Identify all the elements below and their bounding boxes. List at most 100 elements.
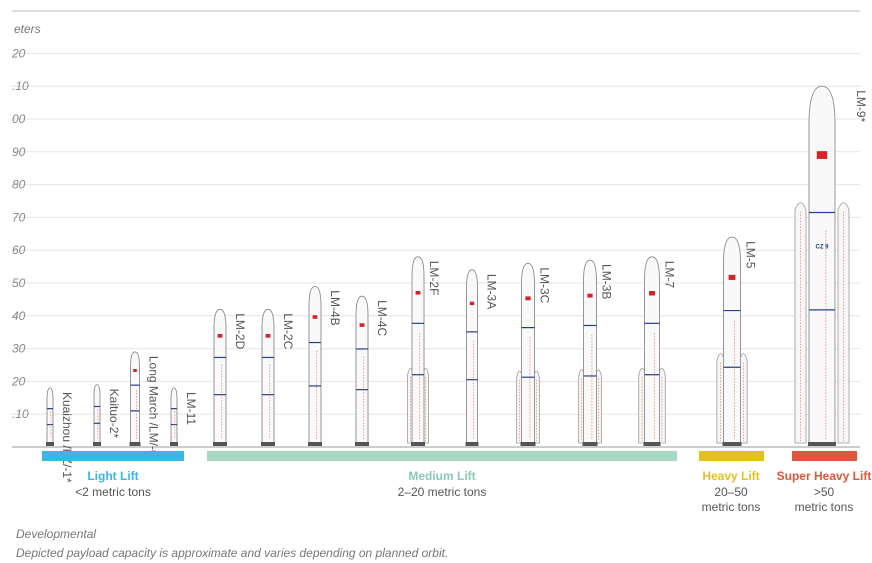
flag-marker bbox=[525, 296, 531, 301]
y-tick-label: 30 bbox=[12, 342, 26, 356]
rocket-body bbox=[723, 236, 741, 445]
rocket-label: LM-4B bbox=[328, 290, 342, 325]
rocket-body bbox=[170, 387, 178, 445]
rockets: Kuaizhou /KZ/-1* Kaituo-2* Long March /LM/… bbox=[46, 85, 868, 483]
rocket-engine bbox=[46, 442, 54, 446]
rocket-label: LM-3C bbox=[538, 267, 552, 303]
rocket-label: LM-5 bbox=[744, 241, 758, 269]
rocket: LM-7 bbox=[638, 256, 677, 446]
rocket-label: Kaituo-2* bbox=[107, 389, 121, 439]
y-axis-ticks: 20 .10 00 90 80 70 60 50 40 30 20 .10 bbox=[11, 46, 29, 421]
flag-marker bbox=[265, 334, 271, 338]
rocket-body bbox=[466, 269, 478, 445]
flag-marker bbox=[816, 151, 828, 159]
rocket: LM-3B bbox=[578, 259, 614, 446]
rocket-label: LM-11 bbox=[184, 392, 198, 425]
y-tick-label: 70 bbox=[12, 210, 26, 224]
rocket: LM-4B bbox=[308, 285, 342, 446]
category-name: Heavy Lift bbox=[702, 469, 759, 483]
rocket-label: LM-3B bbox=[600, 264, 614, 299]
category-description: 2–20 metric tons bbox=[398, 485, 487, 499]
category-name: Medium Lift bbox=[408, 469, 475, 483]
rocket-engine bbox=[261, 442, 275, 446]
note-payload-capacity: Depicted payload capacity is approximate… bbox=[16, 546, 449, 560]
y-tick-label: 60 bbox=[12, 243, 26, 257]
flag-marker bbox=[649, 291, 655, 296]
rocket-engine bbox=[213, 442, 227, 446]
rocket-label: LM-9* bbox=[854, 90, 868, 122]
rocket-engine bbox=[808, 442, 836, 446]
flag-marker bbox=[312, 315, 318, 319]
rocket: CZ 9 LM-9* bbox=[794, 85, 868, 446]
category-description: metric tons bbox=[702, 500, 761, 514]
y-tick-label: 20 bbox=[11, 46, 26, 60]
rocket: LM-2D bbox=[213, 308, 247, 446]
flag-marker bbox=[415, 291, 421, 295]
rocket: Long March /LM/-6 bbox=[129, 351, 161, 457]
rocket: LM-11 bbox=[170, 387, 198, 446]
rocket-body-text: CZ 9 bbox=[815, 245, 829, 251]
lift-category-bands: Light Lift <2 metric tons Medium Lift 2–20 … bbox=[42, 451, 871, 514]
rocket-body bbox=[355, 295, 369, 445]
y-axis-unit-label: eters bbox=[14, 22, 41, 36]
rocket-label: LM-2F bbox=[427, 261, 441, 296]
category-band-bar bbox=[792, 451, 857, 461]
rocket-engine bbox=[308, 442, 322, 446]
y-tick-label: 80 bbox=[12, 178, 26, 192]
flag-marker bbox=[217, 334, 223, 338]
flag-marker bbox=[469, 301, 475, 306]
y-tick-label: .10 bbox=[12, 407, 29, 421]
rocket-body bbox=[130, 351, 140, 445]
rocket-label: Kuaizhou /KZ/-1* bbox=[60, 392, 74, 483]
rocket-body bbox=[261, 308, 275, 445]
rocket-body bbox=[808, 85, 836, 445]
category-band-bar bbox=[699, 451, 764, 461]
y-tick-label: .10 bbox=[12, 79, 29, 93]
rocket-label: LM-4C bbox=[375, 300, 389, 336]
rocket-label: LM-3A bbox=[485, 274, 499, 309]
rocket-engine bbox=[170, 442, 178, 446]
rocket-label: LM-2D bbox=[233, 313, 247, 349]
category-band-bar bbox=[42, 451, 184, 461]
rocket: Kaituo-2* bbox=[93, 384, 121, 446]
note-developmental: Developmental bbox=[16, 527, 97, 541]
rocket-body bbox=[93, 384, 101, 445]
category-description: >50 bbox=[814, 485, 835, 499]
rocket-engine bbox=[93, 442, 101, 446]
category-name: Super Heavy Lift bbox=[777, 469, 872, 483]
rocket: LM-5 bbox=[716, 236, 758, 446]
rocket: LM-2C bbox=[261, 308, 295, 446]
rocket-engine bbox=[643, 442, 661, 446]
flag-marker bbox=[728, 274, 736, 280]
rocket-label: LM-7 bbox=[663, 261, 677, 289]
rocket-body bbox=[213, 308, 227, 445]
rocket-body bbox=[411, 256, 425, 445]
category-description: <2 metric tons bbox=[75, 485, 151, 499]
rocket: LM-3A bbox=[465, 269, 499, 446]
category-name: Light Lift bbox=[87, 469, 138, 483]
rocket: LM-4C bbox=[355, 295, 389, 446]
flag-marker bbox=[587, 293, 593, 298]
y-tick-label: 40 bbox=[12, 309, 26, 323]
rocket-engine bbox=[582, 442, 598, 446]
rocket-body bbox=[521, 262, 535, 445]
category-description: 20–50 bbox=[714, 485, 748, 499]
rocket-body bbox=[644, 256, 660, 445]
rocket-engine bbox=[411, 442, 425, 446]
rocket-engine bbox=[722, 442, 742, 446]
y-tick-label: 50 bbox=[12, 276, 26, 290]
rocket-body bbox=[583, 259, 597, 445]
category-band-bar bbox=[207, 451, 677, 461]
rocket-engine bbox=[520, 442, 536, 446]
rocket: LM-2F bbox=[407, 256, 441, 446]
rocket-label: LM-2C bbox=[281, 313, 295, 349]
rocket-body bbox=[46, 387, 54, 445]
category-description: metric tons bbox=[795, 500, 854, 514]
rocket-body bbox=[308, 285, 322, 445]
rocket: LM-3C bbox=[516, 262, 552, 446]
flag-marker bbox=[359, 323, 365, 327]
flag-marker bbox=[133, 369, 137, 373]
y-tick-label: 20 bbox=[11, 374, 26, 388]
rocket-engine bbox=[129, 442, 141, 446]
